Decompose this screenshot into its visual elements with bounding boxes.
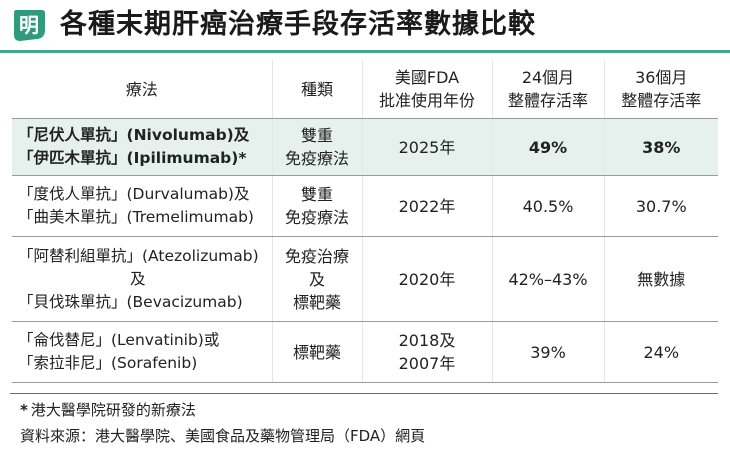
table-header-row: 療法 種類 美國FDA 批准使用年份 24個月 整體存活率 36個月 整體存活率 [12, 60, 718, 119]
survival-24-cell: 49% [491, 118, 604, 176]
fda-year-cell: 2022年 [361, 175, 492, 237]
fda-year-cell: 2018及 2007年 [361, 321, 492, 383]
header-treatment: 療法 [12, 60, 272, 119]
publisher-logo-icon: 明 [14, 10, 45, 41]
table-row: 「度伐人單抗」(Durvalumab)及 「曲美木單抗」(Tremelimuma… [12, 175, 718, 237]
survival-24-cell: 42%–43% [491, 236, 604, 322]
footnote: * 港大醫學院研發的新療法 [20, 399, 196, 421]
svg-text:明: 明 [19, 13, 39, 37]
fda-year-cell: 2025年 [361, 118, 492, 176]
treatment-cell: 「尼伏人單抗」(Nivolumab)及 「伊匹木單抗」(Ipilimumab)* [12, 118, 272, 176]
treatment-cell: 「度伐人單抗」(Durvalumab)及 「曲美木單抗」(Tremelimuma… [12, 175, 272, 237]
survival-24-cell: 40.5% [491, 175, 604, 237]
footnote-asterisk: * [20, 401, 28, 419]
table-row: 「阿替利組單抗」(Atezolizumab) 及 「貝伐珠單抗」(Bevaciz… [12, 236, 718, 322]
footer-divider [10, 393, 718, 394]
survival-36-cell: 30.7% [603, 175, 718, 237]
header-type: 種類 [271, 60, 362, 119]
header-fda-year: 美國FDA 批准使用年份 [361, 60, 492, 119]
table-row: 「尼伏人單抗」(Nivolumab)及 「伊匹木單抗」(Ipilimumab)*… [12, 118, 718, 176]
page-title: 各種末期肝癌治療手段存活率數據比較 [60, 9, 536, 40]
footnote-text: 港大醫學院研發的新療法 [30, 401, 196, 419]
header: 明 各種末期肝癌治療手段存活率數據比較 [0, 0, 730, 50]
table-row: 「侖伐替尼」(Lenvatinib)或 「索拉非尼」(Sorafenib) 標靶… [12, 321, 718, 383]
survival-24-cell: 39% [491, 321, 604, 383]
treatment-cell: 「阿替利組單抗」(Atezolizumab) 及 「貝伐珠單抗」(Bevaciz… [12, 236, 272, 322]
source-note: 資料來源：港大醫學院、美國食品及藥物管理局（FDA）網頁 [20, 427, 426, 445]
type-cell: 雙重 免疫療法 [271, 175, 362, 237]
header-survival-36: 36個月 整體存活率 [603, 60, 718, 119]
treatment-cell: 「侖伐替尼」(Lenvatinib)或 「索拉非尼」(Sorafenib) [12, 321, 272, 383]
type-cell: 免疫治療 及 標靶藥 [271, 236, 362, 322]
fda-year-cell: 2020年 [361, 236, 492, 322]
title-divider [0, 50, 730, 53]
type-cell: 雙重 免疫療法 [271, 118, 362, 176]
type-cell: 標靶藥 [271, 321, 362, 383]
survival-table: 療法 種類 美國FDA 批准使用年份 24個月 整體存活率 36個月 整體存活率… [12, 60, 718, 383]
survival-36-cell: 38% [603, 118, 718, 176]
survival-36-cell: 24% [603, 321, 718, 383]
header-survival-24: 24個月 整體存活率 [491, 60, 604, 119]
survival-36-cell: 無數據 [603, 236, 718, 322]
